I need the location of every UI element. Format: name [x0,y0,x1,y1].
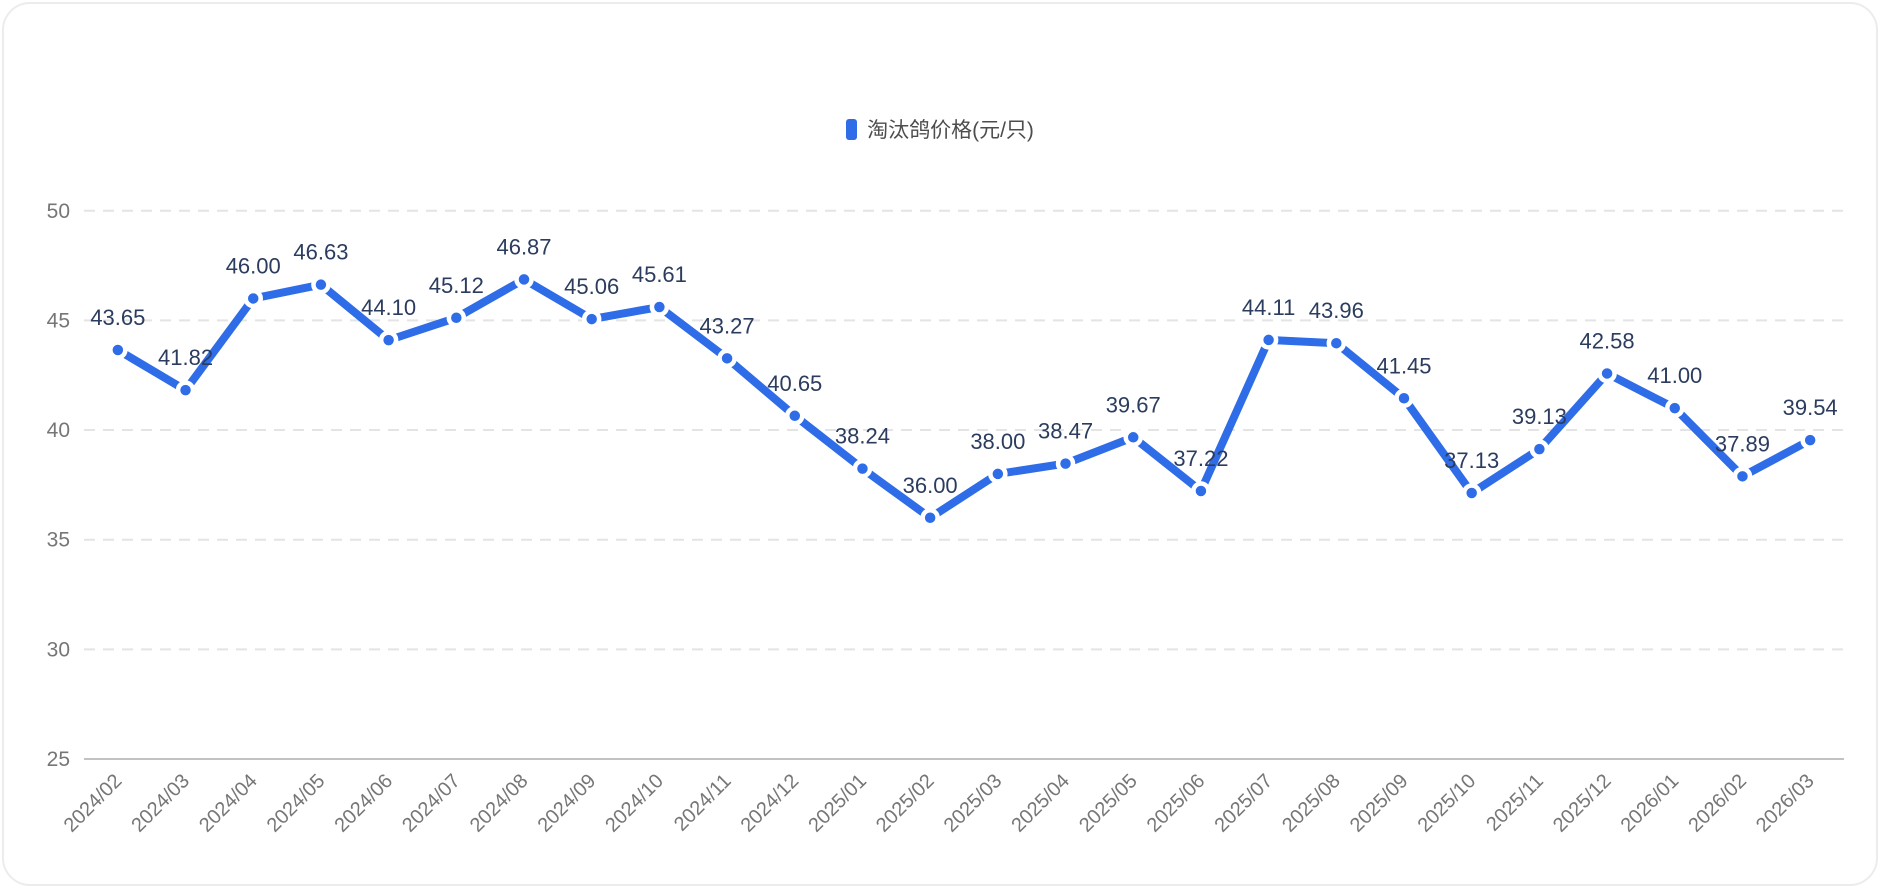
data-point[interactable] [1800,430,1820,450]
data-point[interactable] [243,288,263,309]
x-axis-tick-label: 2024/11 [670,770,736,836]
data-point[interactable] [785,406,805,426]
x-axis-tick-label: 2025/04 [1007,770,1074,837]
y-axis-tick-label: 45 [47,309,70,332]
data-point-value-label: 36.00 [903,473,958,498]
data-point-value-label: 42.58 [1580,328,1635,353]
data-point[interactable] [1597,363,1617,384]
data-point-value-label: 45.06 [564,274,619,299]
data-point-value-label: 43.27 [700,313,755,338]
data-point[interactable] [378,330,399,350]
x-axis-tick-label: 2025/02 [872,770,939,837]
x-axis-tick-label: 2024/02 [60,770,127,837]
data-point-value-label: 46.63 [293,240,348,265]
x-axis-tick-label: 2025/06 [1143,770,1210,837]
data-point[interactable] [108,340,128,360]
data-point-value-label: 38.00 [970,429,1025,454]
x-axis-tick-label: 2024/12 [737,770,804,837]
data-point-value-label: 37.89 [1715,431,1770,456]
data-point-value-label: 37.13 [1444,448,1499,473]
data-point-value-label: 45.12 [429,273,484,298]
data-point[interactable] [920,508,940,528]
data-point[interactable] [1123,427,1143,448]
legend-label: 淘汰鸽价格(元/只) [867,119,1034,142]
data-point-value-label: 38.24 [835,424,890,449]
y-axis-tick-label: 40 [47,419,70,442]
legend-item[interactable]: 淘汰鸽价格(元/只) [4,114,1876,144]
series-line [113,275,1815,522]
data-point[interactable] [175,380,196,400]
x-axis-tick-label: 2025/05 [1075,770,1142,837]
data-point[interactable] [649,297,670,317]
y-axis-tick-label: 50 [47,200,70,223]
x-axis-tick-label: 2025/07 [1210,770,1277,837]
data-point[interactable] [446,308,467,328]
data-point[interactable] [1326,333,1347,353]
data-point-value-label: 44.10 [361,295,416,320]
y-axis-tick-label: 35 [47,529,70,552]
data-point-value-label: 38.47 [1038,419,1093,444]
x-axis-tick-label: 2025/08 [1278,770,1345,837]
data-point[interactable] [1665,398,1685,418]
data-point[interactable] [581,309,602,329]
x-axis-tick-label: 2024/08 [466,770,533,837]
legend-marker-icon [846,118,858,140]
data-point[interactable] [852,458,873,479]
data-point-value-label: 46.87 [496,234,551,259]
data-point-value-label: 39.67 [1106,392,1161,417]
x-axis-tick-label: 2024/03 [127,770,194,837]
data-point-value-label: 44.11 [1242,295,1295,320]
data-point-value-label: 43.96 [1309,298,1364,323]
y-axis-tick-label: 25 [47,748,70,771]
data-point[interactable] [1529,439,1550,459]
x-axis-tick-label: 2024/04 [195,770,262,837]
data-point[interactable] [1732,466,1753,487]
x-axis-tick-label: 2025/11 [1482,770,1548,836]
data-point-value-label: 37.22 [1173,446,1228,471]
data-point-value-label: 41.00 [1647,363,1702,388]
data-point[interactable] [1461,483,1482,503]
data-point-value-label: 46.00 [226,253,281,278]
data-point-value-label: 40.65 [767,371,822,396]
data-point-value-label: 43.65 [90,305,145,330]
data-point[interactable] [1394,388,1414,409]
data-point[interactable] [1055,453,1076,474]
y-axis-tick-label: 30 [47,638,70,661]
data-point-value-label: 41.82 [158,345,213,370]
x-axis-tick-label: 2026/03 [1752,770,1819,837]
data-point[interactable] [1191,481,1211,501]
x-axis-tick-label: 2025/10 [1414,770,1481,837]
x-axis-tick-label: 2024/10 [601,770,668,837]
data-point-value-label: 45.61 [632,262,687,287]
line-chart: 25 30 35 40 45 50 2024/02 2024/03 2024/04 2024/05… [47,200,1844,837]
x-axis-tick-label: 2024/05 [263,770,330,837]
data-point-value-label: 39.13 [1512,404,1567,429]
x-axis-tick-label: 2024/09 [534,770,601,837]
x-axis-tick-label: 2024/07 [398,770,465,837]
x-axis-tick-label: 2024/06 [330,770,397,837]
data-point[interactable] [988,464,1008,484]
data-point[interactable] [514,269,534,290]
x-axis-tick-label: 2025/09 [1346,770,1413,837]
data-point-value-label: 41.45 [1376,353,1431,378]
x-axis-tick-label: 2025/01 [804,770,871,837]
data-point[interactable] [1258,330,1279,350]
data-point-value-label: 39.54 [1783,395,1838,420]
x-axis-tick-label: 2025/03 [940,770,1007,837]
x-axis-tick-label: 2026/01 [1617,770,1684,837]
data-point[interactable] [311,274,331,295]
x-axis-tick-label: 2025/12 [1549,770,1616,837]
data-point[interactable] [717,348,737,369]
x-axis-tick-label: 2026/02 [1684,770,1751,837]
